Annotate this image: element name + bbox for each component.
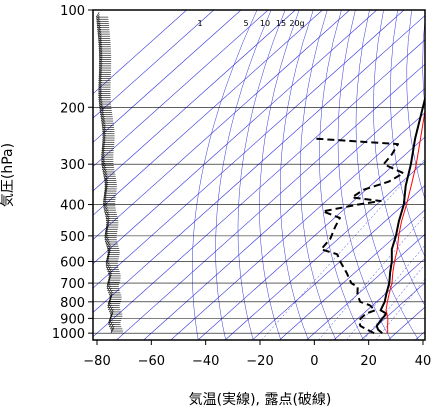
x-tick-label: −80 [83,354,110,369]
y-tick-label: 700 [60,277,85,292]
isotherm-line [333,258,425,340]
isotherm-line [387,306,425,340]
mixing-ratio-label: 5 [243,19,248,28]
dry-adiabat-line [192,10,258,340]
dry-adiabat-line [259,10,300,340]
isotherm-line [360,282,425,340]
y-tick-label: 100 [60,4,85,19]
x-tick-label: 20 [360,354,377,369]
dry-adiabat-line [215,10,272,340]
dry-adiabat-line [355,10,419,340]
isotherm-line [93,10,269,168]
dewpoint-line [314,137,405,335]
isotherm-line [93,15,425,313]
mixing-ratio-line [375,278,425,340]
x-tick-label: 0 [310,354,318,369]
mixing-ratio-label: 15 [276,19,286,28]
dry-adiabat-line [337,10,392,340]
isotherm-line [116,63,425,340]
isotherm-line [93,10,296,192]
dry-adiabat-line [406,10,425,200]
x-tick-label: 40 [415,354,432,369]
isotherm-line [224,160,425,340]
isotherm-line [93,10,405,289]
mixing-ratio-line [318,215,425,340]
y-tick-label: 900 [60,312,85,327]
isotherm-line [143,87,425,340]
temperature-line [375,94,425,334]
dry-adiabat-line [319,10,364,340]
wind-barbs [95,11,124,334]
isotherm-line [93,10,187,95]
y-axis-title: 気圧(hPa) [0,143,16,207]
isotherm-line [170,112,425,340]
data-series [314,94,425,335]
mixing-ratio-label: 1 [197,19,202,28]
plot-frame [92,9,426,341]
isotherm-line [93,10,350,240]
mixing-ratio-line [346,244,425,340]
x-axis-title: 気温(実線), 露点(破線) [189,392,332,408]
dry-adiabat-line [237,10,286,340]
isotherm-line [93,10,215,119]
x-tick-label: −20 [246,354,273,369]
isotherm-line [252,185,425,340]
dry-adiabat-line [390,10,425,258]
y-tick-label: 500 [60,230,85,245]
wind-barb-flag [96,14,100,20]
wind-barb-flag [95,11,100,18]
isotherm-line [93,10,242,143]
mixing-ratio-label: 10 [260,19,270,28]
isotherm-line [306,233,425,340]
x-tick-label: −40 [192,354,219,369]
isotherm-line [93,10,378,265]
y-tick-label: 300 [60,158,85,173]
mixing-ratio-label: 20g [289,19,304,28]
y-tick-label: 600 [60,255,85,270]
dry-adiabat-line [280,10,314,340]
y-tick-label: 800 [60,296,85,311]
y-tick-label: 1000 [52,327,85,342]
isotherm-line [197,136,425,340]
dry-adiabat-line [299,10,337,340]
isotherm-line [93,39,425,338]
isotherm-line [279,209,425,340]
isotherm-line [93,10,323,216]
y-tick-label: 200 [60,101,85,116]
mixing-ratio-line [363,264,425,340]
y-tick-label: 400 [60,199,85,214]
x-tick-label: −60 [138,354,165,369]
parcel-line [385,107,425,334]
